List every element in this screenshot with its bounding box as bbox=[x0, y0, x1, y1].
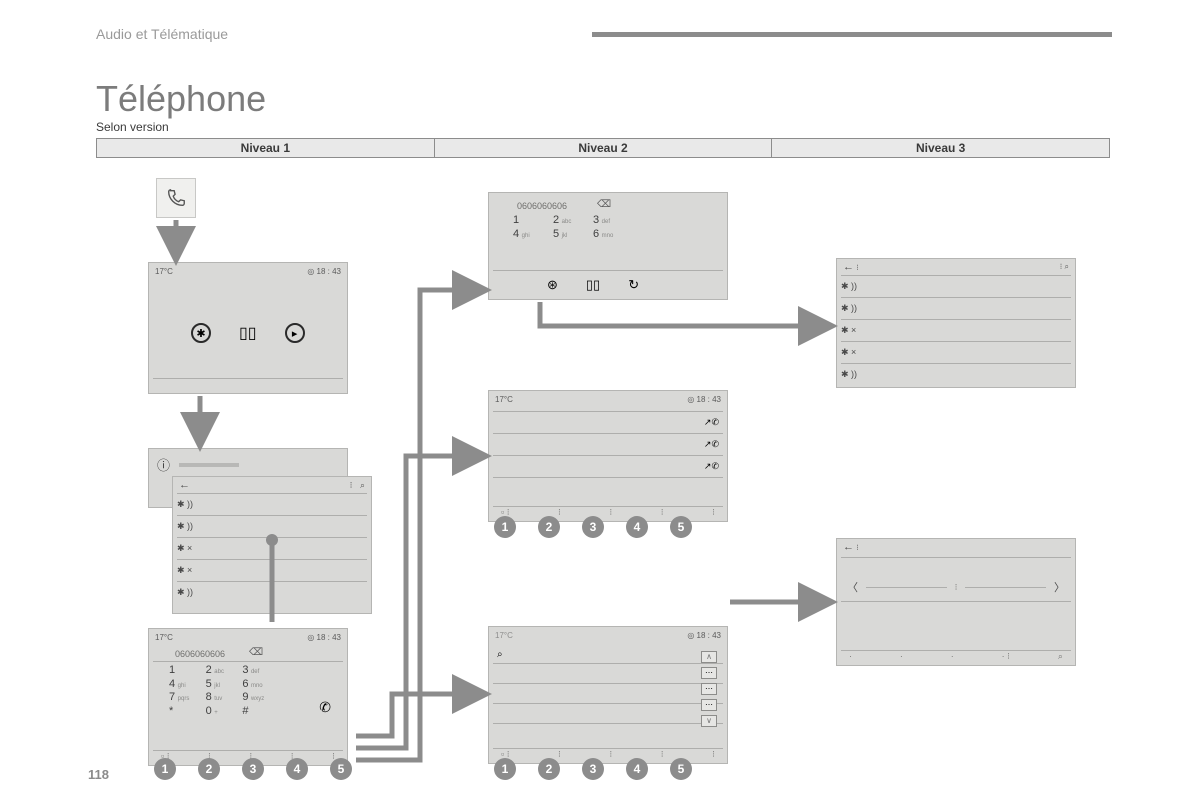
scroll-up-icon[interactable]: ∧ bbox=[701, 651, 717, 663]
badge: 4 bbox=[286, 758, 308, 780]
badge-row-dial: 1 2 3 4 5 bbox=[154, 758, 352, 780]
level-3-cell: Niveau 3 bbox=[772, 138, 1110, 158]
section-label: Audio et Télématique bbox=[96, 26, 228, 42]
page-number: 118 bbox=[88, 767, 109, 782]
redial-small-icon[interactable]: ↻ bbox=[628, 277, 639, 293]
page-subtitle: Selon version bbox=[96, 120, 169, 134]
badge: 2 bbox=[538, 758, 560, 780]
prev-icon[interactable]: 〈 bbox=[847, 579, 858, 595]
back-icon[interactable]: ← bbox=[843, 541, 854, 553]
search-icon[interactable]: ⌕ bbox=[497, 649, 503, 660]
time-label: 18 : 43 bbox=[317, 267, 341, 276]
level-header-row: Niveau 1 Niveau 2 Niveau 3 bbox=[96, 138, 1110, 158]
screen-level1-main: 17°C ◎ 18 : 43 ✱ ▯▯ ▸ bbox=[148, 262, 348, 394]
badge: 5 bbox=[670, 516, 692, 538]
screen-dial-preview: 0606060606 ⌫ 1 2 abc 3 def 4 ghi 5 jkl 6… bbox=[488, 192, 728, 300]
next-icon[interactable]: 〉 bbox=[1054, 579, 1065, 595]
badge: 3 bbox=[242, 758, 264, 780]
contacts-small-icon[interactable]: ▯▯ bbox=[586, 277, 600, 293]
scroll-item: ⋯ bbox=[701, 667, 717, 679]
back-icon[interactable]: ← bbox=[843, 261, 854, 273]
bt-row[interactable]: ✱ × bbox=[177, 565, 192, 576]
search-icon[interactable]: ⌕ bbox=[360, 480, 365, 490]
screen-contacts: 17°C ◎ 18 : 43 ⌕ ∧ ⋯ ⋯ ⋯ ∨ ▫ ⁝⁝⁝⁝⁝ bbox=[488, 626, 728, 764]
call-out-icon: ↗✆ bbox=[704, 461, 719, 472]
level-2-cell: Niveau 2 bbox=[435, 138, 773, 158]
bt-small-icon[interactable]: ⊛ bbox=[547, 277, 558, 293]
badge: 3 bbox=[582, 758, 604, 780]
badge: 4 bbox=[626, 758, 648, 780]
contacts-icon[interactable]: ▯▯ bbox=[239, 323, 257, 343]
header-rule bbox=[592, 32, 1112, 37]
screen-bt-list-2: ← ⁝ ⁝ ⌕ ✱ )) ✱ )) ✱ × ✱ × ✱ )) bbox=[836, 258, 1076, 388]
badge: 5 bbox=[670, 758, 692, 780]
bt-row[interactable]: ✱ × bbox=[841, 347, 856, 358]
badge: 1 bbox=[494, 758, 516, 780]
bt-row[interactable]: ✱ )) bbox=[177, 587, 193, 598]
bt-row[interactable]: ✱ )) bbox=[177, 521, 193, 532]
search-icon[interactable]: ⌕ bbox=[1058, 651, 1063, 662]
bt-row[interactable]: ✱ )) bbox=[841, 369, 857, 380]
call-out-icon: ↗✆ bbox=[704, 417, 719, 428]
level-1-cell: Niveau 1 bbox=[96, 138, 435, 158]
bt-row[interactable]: ✱ )) bbox=[841, 281, 857, 292]
badge-row-mid2: 1 2 3 4 5 bbox=[494, 758, 692, 780]
temp-label: 17°C bbox=[155, 267, 173, 276]
phone-icon bbox=[165, 187, 187, 209]
bluetooth-circle-icon[interactable]: ✱ bbox=[191, 323, 211, 343]
call-icon[interactable]: ✆ bbox=[319, 699, 331, 716]
backspace-icon[interactable]: ⌫ bbox=[249, 647, 263, 658]
phone-entry-tile[interactable] bbox=[156, 178, 196, 218]
bt-row[interactable]: ✱ )) bbox=[841, 303, 857, 314]
screen-call-log: 17°C ◎ 18 : 43 ↗✆ ↗✆ ↗✆ ▫ ⁝⁝⁝⁝⁝ bbox=[488, 390, 728, 522]
backspace-icon[interactable]: ⌫ bbox=[597, 199, 611, 210]
badge-row-mid1: 1 2 3 4 5 bbox=[494, 516, 692, 538]
scroll-item: ⋯ bbox=[701, 699, 717, 711]
screen-bt-list-1: ← ⁝ ⌕ ✱ )) ✱ )) ✱ × ✱ × ✱ )) bbox=[172, 476, 372, 614]
page-title: Téléphone bbox=[96, 78, 266, 120]
keypad-mini: 1 2 abc 3 def 4 ghi 5 jkl 6 mno bbox=[509, 215, 629, 242]
info-bar bbox=[179, 463, 239, 467]
manual-page: Audio et Télématique Téléphone Selon ver… bbox=[0, 0, 1200, 800]
back-icon[interactable]: ← bbox=[179, 479, 190, 491]
keypad[interactable]: 1 2 abc 3 def 4 ghi 5 jkl 6 mno 7 pqrs 8… bbox=[165, 665, 275, 719]
scroll-item: ⋯ bbox=[701, 683, 717, 695]
badge: 1 bbox=[494, 516, 516, 538]
screen-contact-detail: ← ⁝ 〈 ⁝ 〉 ···· ⁝⌕ bbox=[836, 538, 1076, 666]
badge: 4 bbox=[626, 516, 648, 538]
info-icon: ⓘ bbox=[157, 455, 170, 474]
badge: 1 bbox=[154, 758, 176, 780]
badge: 5 bbox=[330, 758, 352, 780]
dialed-number: 0606060606 bbox=[175, 649, 225, 659]
screen-dialer: 17°C ◎ 18 : 43 0606060606 ⌫ 1 2 abc 3 de… bbox=[148, 628, 348, 766]
redial-icon[interactable]: ▸ bbox=[285, 323, 305, 343]
bt-row[interactable]: ✱ )) bbox=[177, 499, 193, 510]
badge: 3 bbox=[582, 516, 604, 538]
search-icon[interactable]: ⌕ bbox=[1065, 262, 1069, 271]
call-out-icon: ↗✆ bbox=[704, 439, 719, 450]
badge: 2 bbox=[198, 758, 220, 780]
scroll-down-icon[interactable]: ∨ bbox=[701, 715, 717, 727]
bt-row[interactable]: ✱ × bbox=[841, 325, 856, 336]
bt-row[interactable]: ✱ × bbox=[177, 543, 192, 554]
badge: 2 bbox=[538, 516, 560, 538]
